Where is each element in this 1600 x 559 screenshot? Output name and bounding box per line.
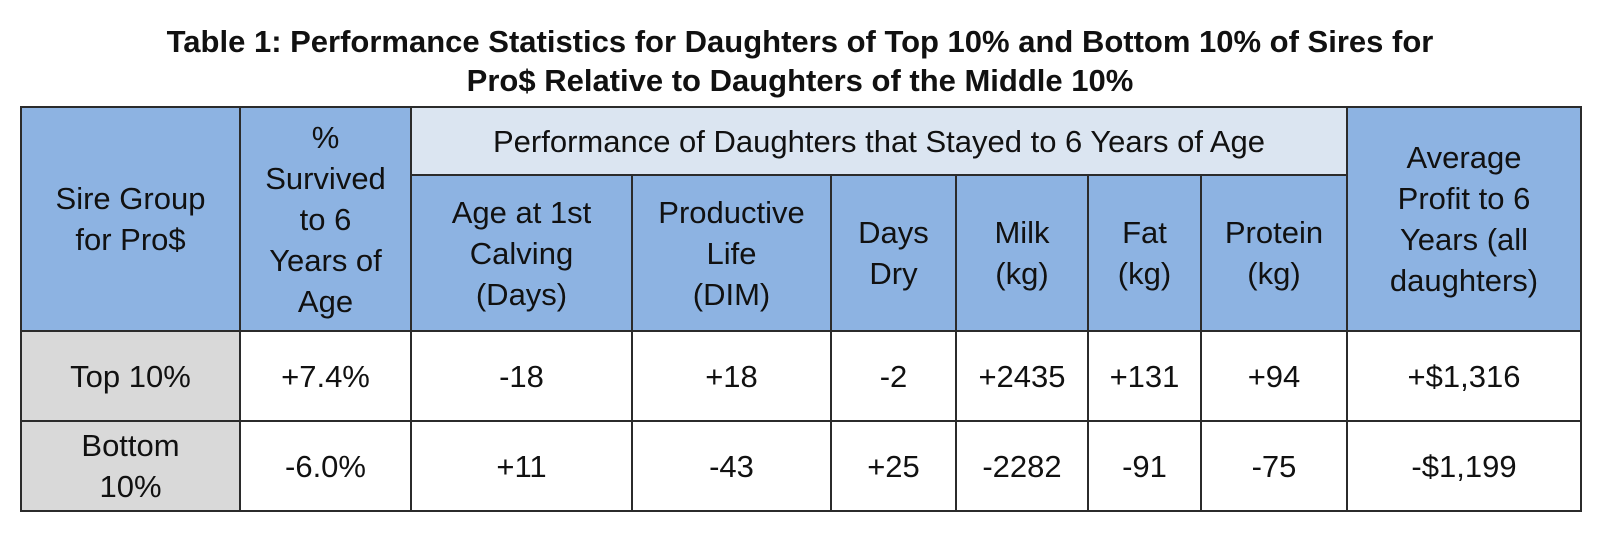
table-title-line-2: Pro$ Relative to Daughters of the Middle… xyxy=(466,63,1134,98)
cell-productive-life: -43 xyxy=(631,420,832,512)
cell-days-dry: -2 xyxy=(830,330,957,422)
row-label-bottom: Bottom 10% xyxy=(20,420,241,512)
header-survived: % Survived to 6 Years of Age xyxy=(239,106,412,332)
cell-age-first-calving: -18 xyxy=(410,330,633,422)
cell-fat: -91 xyxy=(1087,420,1202,512)
cell-protein: +94 xyxy=(1200,330,1348,422)
header-performance-group: Performance of Daughters that Stayed to … xyxy=(410,106,1348,176)
header-row-group: Sire Group for Pro$ % Survived to 6 Year… xyxy=(20,106,1582,332)
table-title-line-1: Table 1: Performance Statistics for Daug… xyxy=(166,24,1434,59)
cell-survived: -6.0% xyxy=(239,420,412,512)
header-days-dry: Days Dry xyxy=(830,174,957,332)
header-row-subcolumns: Age at 1st Calving (Days) Productive Lif… xyxy=(21,174,1581,332)
row-label-top: Top 10% xyxy=(20,330,241,422)
cell-survived: +7.4% xyxy=(239,330,412,422)
header-average-profit: Average Profit to 6 Years (all daughters… xyxy=(1346,106,1582,332)
table-row: Bottom 10% -6.0% +11 -43 +25 -2282 -91 -… xyxy=(20,420,1582,512)
header-protein: Protein (kg) xyxy=(1200,174,1348,332)
header-fat: Fat (kg) xyxy=(1087,174,1202,332)
table-row: Top 10% +7.4% -18 +18 -2 +2435 +131 +94 … xyxy=(20,330,1582,422)
cell-milk: +2435 xyxy=(955,330,1089,422)
performance-statistics-table: Sire Group for Pro$ % Survived to 6 Year… xyxy=(20,106,1582,512)
cell-fat: +131 xyxy=(1087,330,1202,422)
header-milk: Milk (kg) xyxy=(955,174,1089,332)
cell-age-first-calving: +11 xyxy=(410,420,633,512)
cell-average-profit: +$1,316 xyxy=(1346,330,1582,422)
header-age-first-calving: Age at 1st Calving (Days) xyxy=(410,174,633,332)
cell-protein: -75 xyxy=(1200,420,1348,512)
cell-days-dry: +25 xyxy=(830,420,957,512)
header-productive-life: Productive Life (DIM) xyxy=(631,174,832,332)
cell-productive-life: +18 xyxy=(631,330,832,422)
cell-average-profit: -$1,199 xyxy=(1346,420,1582,512)
table-title: Table 1: Performance Statistics for Daug… xyxy=(0,22,1600,100)
cell-milk: -2282 xyxy=(955,420,1089,512)
header-sire-group: Sire Group for Pro$ xyxy=(20,106,241,332)
